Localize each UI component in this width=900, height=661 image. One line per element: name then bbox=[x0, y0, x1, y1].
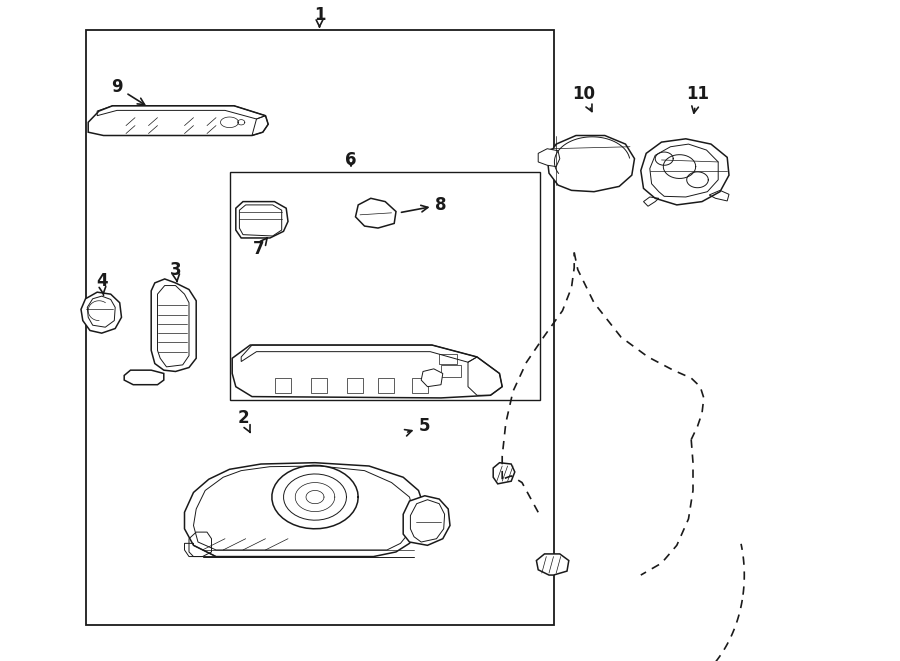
Polygon shape bbox=[641, 139, 729, 205]
Text: 9: 9 bbox=[112, 78, 145, 104]
Polygon shape bbox=[403, 496, 450, 545]
Polygon shape bbox=[236, 202, 288, 238]
Polygon shape bbox=[356, 198, 396, 228]
Polygon shape bbox=[421, 369, 443, 387]
Polygon shape bbox=[232, 345, 502, 398]
Text: 2: 2 bbox=[238, 408, 250, 432]
Polygon shape bbox=[538, 149, 560, 167]
Text: 10: 10 bbox=[572, 85, 595, 112]
Polygon shape bbox=[88, 106, 268, 136]
Polygon shape bbox=[184, 463, 425, 557]
Polygon shape bbox=[124, 370, 164, 385]
Text: 11: 11 bbox=[686, 85, 709, 113]
Text: 4: 4 bbox=[96, 272, 107, 295]
Polygon shape bbox=[547, 136, 634, 192]
Polygon shape bbox=[81, 292, 122, 333]
Polygon shape bbox=[493, 463, 515, 484]
Text: 1: 1 bbox=[314, 5, 325, 27]
Text: 8: 8 bbox=[401, 196, 446, 214]
Polygon shape bbox=[536, 554, 569, 575]
Polygon shape bbox=[151, 279, 196, 371]
Text: 5: 5 bbox=[404, 417, 430, 436]
Text: 7: 7 bbox=[253, 238, 267, 258]
Text: 6: 6 bbox=[346, 151, 356, 169]
Text: 3: 3 bbox=[170, 260, 181, 282]
